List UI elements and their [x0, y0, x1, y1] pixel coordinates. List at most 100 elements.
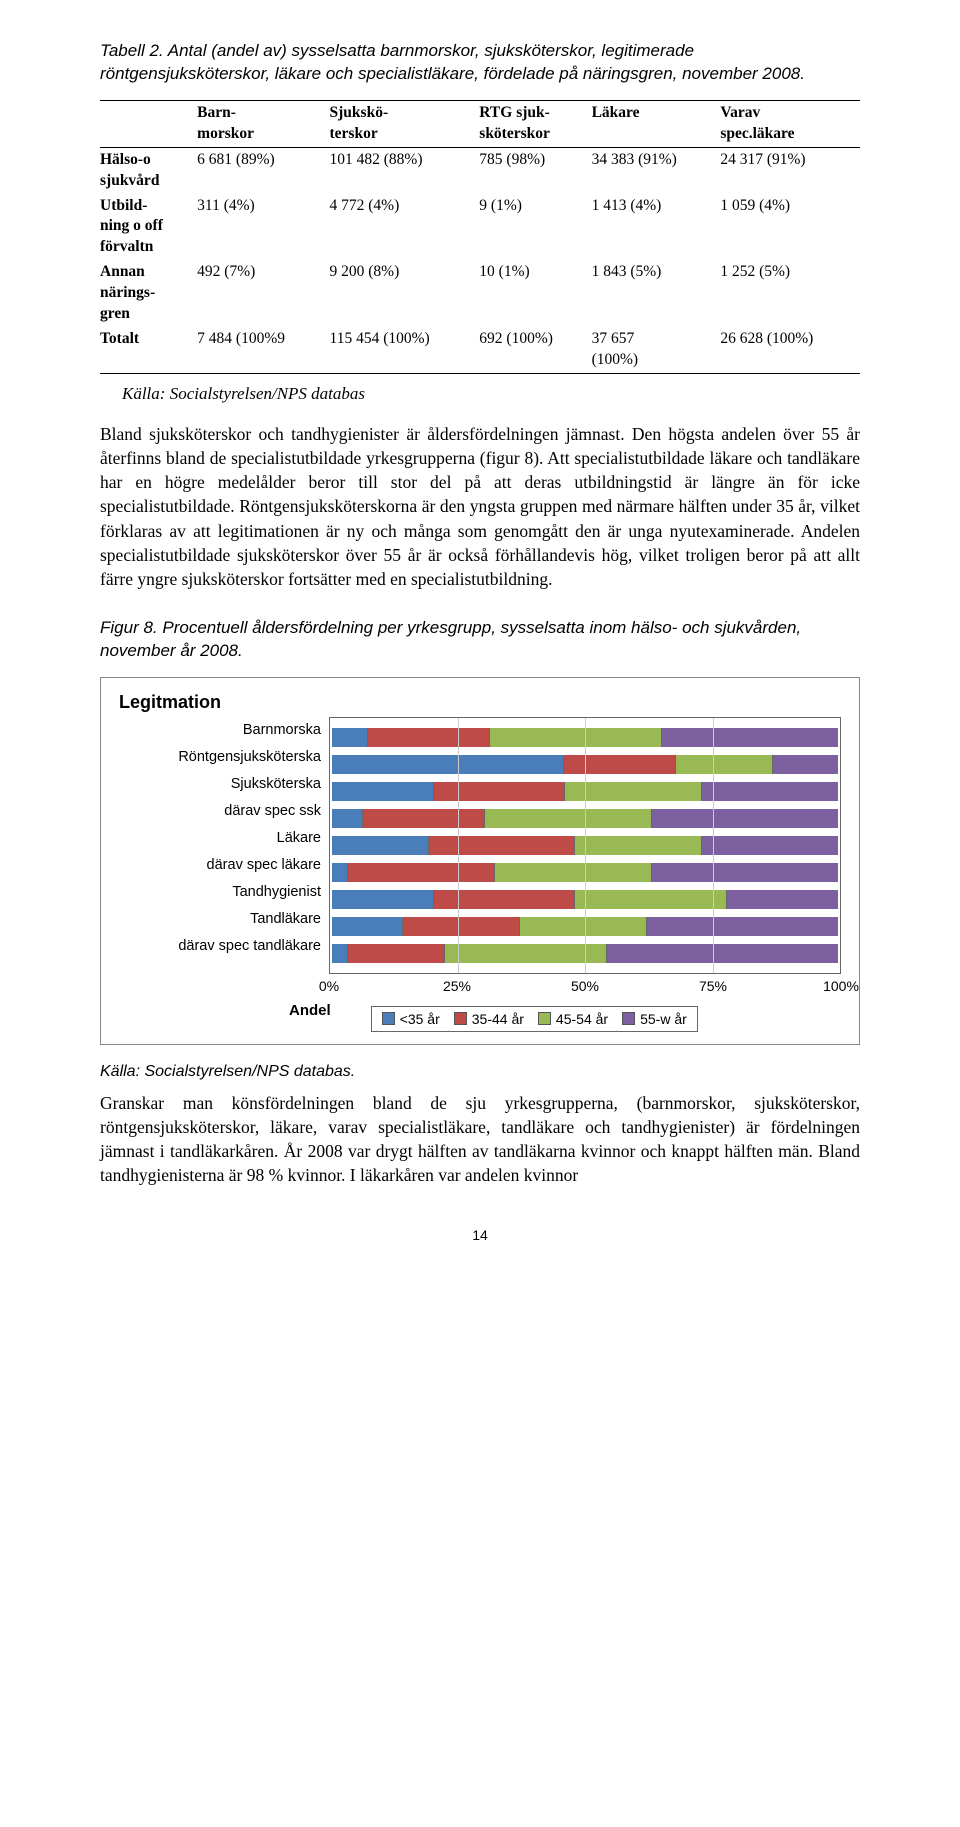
- figure-caption-text: Procentuell åldersfördelning per yrkesgr…: [100, 618, 801, 660]
- chart-bar-segment: [332, 890, 434, 909]
- chart-bar-segment: [332, 782, 434, 801]
- chart-bar-segment: [575, 890, 727, 909]
- table-source: Källa: Socialstyrelsen/NPS databas: [122, 384, 860, 404]
- table-caption-label: Tabell 2.: [100, 41, 164, 60]
- chart-bar-segment: [676, 755, 773, 774]
- table-cell: 4 772 (4%): [330, 194, 480, 261]
- table-cell: 7 484 (100%9: [197, 327, 329, 373]
- chart-bar-segment: [647, 917, 838, 936]
- table-header: Läkare: [592, 100, 721, 147]
- table-cell: 692 (100%): [479, 327, 591, 373]
- table-cell: 785 (98%): [479, 147, 591, 193]
- chart-bar-segment: [607, 944, 838, 963]
- table-header: Barn-morskor: [197, 100, 329, 147]
- chart-bar-segment: [662, 728, 838, 747]
- table-caption: Tabell 2. Antal (andel av) sysselsatta b…: [100, 40, 860, 86]
- chart-bar-segment: [348, 863, 495, 882]
- table-cell: 24 317 (91%): [720, 147, 860, 193]
- table-cell: 1 413 (4%): [592, 194, 721, 261]
- chart-bar-segment: [727, 890, 838, 909]
- chart-category-label: Tandhygienist: [119, 879, 329, 906]
- chart-category-label: därav spec tandläkare: [119, 933, 329, 960]
- chart-bar-segment: [702, 782, 838, 801]
- chart-bar-segment: [485, 809, 652, 828]
- chart-bar-segment: [495, 863, 652, 882]
- x-axis-tick: 50%: [571, 978, 599, 994]
- table-cell: 311 (4%): [197, 194, 329, 261]
- table-cell: 1 059 (4%): [720, 194, 860, 261]
- chart-category-label: därav spec läkare: [119, 852, 329, 879]
- chart-bar-segment: [575, 836, 702, 855]
- data-table: Barn-morskorSjukskö-terskorRTG sjuk-sköt…: [100, 100, 860, 374]
- chart-bar-segment: [332, 809, 363, 828]
- legend-swatch: [538, 1012, 551, 1025]
- table-caption-text: Antal (andel av) sysselsatta barnmorskor…: [100, 41, 805, 83]
- body-paragraph-1: Bland sjuksköterskor och tandhygienister…: [100, 422, 860, 591]
- legend-label: <35 år: [400, 1011, 440, 1027]
- table-cell: 37 657(100%): [592, 327, 721, 373]
- table-row: Utbild-ning o offförvaltn311 (4%)4 772 (…: [100, 194, 860, 261]
- row-label: Utbild-ning o offförvaltn: [100, 194, 197, 261]
- chart-bar-segment: [490, 728, 662, 747]
- table-cell: 10 (1%): [479, 260, 591, 327]
- x-axis-label: Andel: [289, 1002, 331, 1019]
- legend-label: 35-44 år: [472, 1011, 524, 1027]
- table-cell: 6 681 (89%): [197, 147, 329, 193]
- bar-chart: Legitmation BarnmorskaRöntgensjuksköters…: [100, 677, 860, 1045]
- table-cell: 9 (1%): [479, 194, 591, 261]
- table-row: Totalt7 484 (100%9115 454 (100%)692 (100…: [100, 327, 860, 373]
- chart-category-label: Röntgensjuksköterska: [119, 744, 329, 771]
- chart-bar-segment: [363, 809, 485, 828]
- legend-swatch: [622, 1012, 635, 1025]
- chart-category-label: Barnmorska: [119, 717, 329, 744]
- x-axis-tick: 25%: [443, 978, 471, 994]
- chart-bar-segment: [403, 917, 520, 936]
- chart-category-label: därav spec ssk: [119, 798, 329, 825]
- legend-label: 55-w år: [640, 1011, 687, 1027]
- figure-caption: Figur 8. Procentuell åldersfördelning pe…: [100, 617, 860, 663]
- row-label: Totalt: [100, 327, 197, 373]
- chart-bar-segment: [332, 755, 564, 774]
- chart-bar-segment: [434, 890, 576, 909]
- table-cell: 26 628 (100%): [720, 327, 860, 373]
- table-header: [100, 100, 197, 147]
- table-row: Hälso-osjukvård6 681 (89%)101 482 (88%)7…: [100, 147, 860, 193]
- table-cell: 34 383 (91%): [592, 147, 721, 193]
- chart-bar-segment: [434, 782, 566, 801]
- legend-item: 55-w år: [622, 1011, 687, 1027]
- chart-bar-segment: [332, 728, 368, 747]
- figure-caption-label: Figur 8.: [100, 618, 158, 637]
- chart-bar-segment: [348, 944, 445, 963]
- table-cell: 1 252 (5%): [720, 260, 860, 327]
- chart-bar-segment: [332, 836, 429, 855]
- chart-bar-segment: [520, 917, 647, 936]
- chart-title: Legitmation: [119, 692, 841, 713]
- chart-bar-segment: [652, 809, 838, 828]
- legend-item: 35-44 år: [454, 1011, 524, 1027]
- chart-category-label: Sjuksköterska: [119, 771, 329, 798]
- chart-bar-segment: [332, 944, 348, 963]
- x-axis-tick: 0%: [319, 978, 339, 994]
- body-paragraph-2: Granskar man könsfördelningen bland de s…: [100, 1091, 860, 1188]
- chart-bar-segment: [332, 863, 348, 882]
- table-cell: 101 482 (88%): [330, 147, 480, 193]
- x-axis-tick: 75%: [699, 978, 727, 994]
- chart-legend: <35 år 35-44 år 45-54 år 55-w år: [371, 1006, 698, 1032]
- x-axis-tick: 100%: [823, 978, 859, 994]
- legend-swatch: [382, 1012, 395, 1025]
- table-cell: 9 200 (8%): [330, 260, 480, 327]
- table-cell: 115 454 (100%): [330, 327, 480, 373]
- chart-bar-segment: [332, 917, 403, 936]
- figure-source: Källa: Socialstyrelsen/NPS databas.: [100, 1063, 860, 1081]
- table-cell: 1 843 (5%): [592, 260, 721, 327]
- table-header: Sjukskö-terskor: [330, 100, 480, 147]
- row-label: Hälso-osjukvård: [100, 147, 197, 193]
- legend-swatch: [454, 1012, 467, 1025]
- table-header: Varavspec.läkare: [720, 100, 860, 147]
- chart-bar-segment: [652, 863, 838, 882]
- legend-item: <35 år: [382, 1011, 440, 1027]
- chart-bar-segment: [368, 728, 490, 747]
- table-row: Annannärings-gren492 (7%)9 200 (8%)10 (1…: [100, 260, 860, 327]
- table-header: RTG sjuk-sköterskor: [479, 100, 591, 147]
- legend-label: 45-54 år: [556, 1011, 608, 1027]
